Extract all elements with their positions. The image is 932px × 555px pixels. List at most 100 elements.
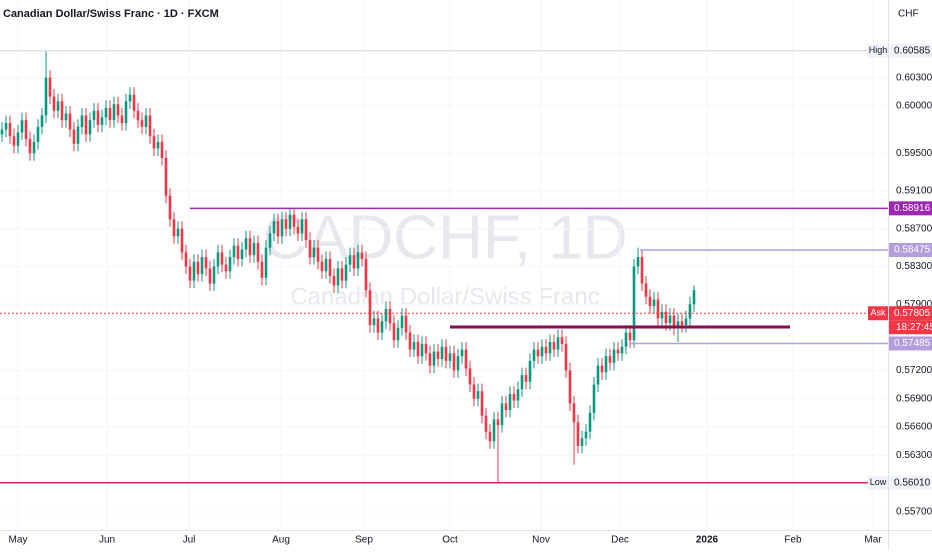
candle-body: [44, 77, 48, 116]
candle-body: [320, 261, 324, 272]
candle-body: [564, 343, 568, 371]
candle-body: [92, 110, 96, 121]
candle-body: [184, 252, 188, 267]
candle-body: [648, 296, 652, 307]
candle-body: [48, 77, 52, 97]
candle-body: [388, 308, 392, 324]
candle-body: [628, 332, 632, 341]
candle-body: [16, 132, 20, 146]
x-tick-label: Oct: [442, 535, 458, 546]
candle-body: [428, 353, 432, 366]
price-label: 0.60585: [894, 45, 931, 56]
candle-body: [140, 120, 144, 127]
y-tick-label: 0.56600: [896, 422, 932, 433]
candle-body: [164, 157, 168, 196]
candle-body: [472, 384, 476, 399]
candle-body: [316, 247, 320, 262]
candle-body: [632, 266, 636, 341]
candle-body: [552, 342, 556, 350]
candle-body: [96, 110, 100, 125]
candle-body: [664, 311, 668, 324]
x-tick-label: Nov: [532, 535, 550, 546]
candle-body: [680, 321, 684, 326]
candle-body: [280, 219, 284, 237]
candle-body: [512, 393, 516, 401]
candle-body: [688, 304, 692, 319]
x-tick-label: Jul: [183, 535, 196, 546]
candle-body: [444, 346, 448, 361]
candle-body: [172, 219, 176, 237]
watermark-name: Canadian Dollar/Swiss Franc: [290, 283, 599, 310]
candle-body: [416, 342, 420, 357]
y-tick-label: 0.58700: [896, 223, 932, 234]
candle-body: [652, 299, 656, 307]
candle-body: [668, 315, 672, 324]
price-tag-box: [868, 43, 888, 58]
candle-body: [624, 332, 628, 347]
candle-body: [496, 419, 500, 426]
candle-body: [424, 343, 428, 354]
candle-body: [152, 136, 156, 149]
y-tick-label: 0.57900: [896, 299, 932, 310]
x-tick-label: Aug: [272, 535, 290, 546]
candle-body: [284, 219, 288, 229]
candle-body: [304, 219, 308, 241]
candle-body: [484, 415, 488, 432]
candle-body: [240, 249, 244, 259]
candle-body: [392, 323, 396, 341]
y-tick-label: 0.60000: [896, 101, 932, 112]
y-tick-label: 0.58300: [896, 261, 932, 272]
candle-body: [56, 101, 60, 111]
candle-body: [584, 431, 588, 439]
x-tick-label: Dec: [611, 535, 629, 546]
candle-body: [112, 104, 116, 121]
candle-body: [204, 257, 208, 269]
candle-body: [100, 117, 104, 125]
x-tick-label: May: [9, 535, 28, 546]
candle-body: [452, 353, 456, 371]
candle-body: [596, 365, 600, 385]
candle-body: [28, 139, 32, 154]
x-tick-label: 2026: [696, 535, 719, 546]
candle-body: [508, 393, 512, 411]
candle-body: [228, 257, 232, 272]
candle-body: [52, 96, 56, 111]
candle-body: [676, 321, 680, 328]
candle-body: [340, 268, 344, 281]
x-tick-label: Feb: [784, 535, 802, 546]
candle-body: [592, 384, 596, 413]
candle-body: [576, 422, 580, 446]
candle-body: [556, 337, 560, 350]
candle-body: [404, 315, 408, 333]
y-tick-label: 0.57200: [896, 365, 932, 376]
candle-body: [540, 346, 544, 357]
candle-body: [76, 126, 80, 144]
candle-body: [616, 349, 620, 354]
candle-body: [364, 258, 368, 291]
candle-body: [348, 255, 352, 265]
plot: [0, 50, 888, 484]
candle-body: [476, 391, 480, 399]
candle-body: [532, 349, 536, 361]
price-tag-box: [868, 306, 888, 321]
countdown: 18:27:45: [896, 322, 932, 333]
candle-body: [156, 141, 160, 149]
candle-body: [384, 308, 388, 322]
candle-body: [360, 252, 364, 259]
candle-body: [128, 94, 132, 102]
candle-body: [60, 101, 64, 121]
price-label-box: [889, 475, 932, 490]
candle-body: [464, 349, 468, 369]
candle-body: [144, 115, 148, 127]
candle-body: [232, 245, 236, 258]
candle-body: [88, 120, 92, 135]
price-tag-box: [868, 475, 888, 490]
candle-body: [544, 346, 548, 354]
candle-body: [656, 299, 660, 319]
candle-body: [572, 403, 576, 423]
candle-body: [116, 104, 120, 116]
candle-body: [32, 141, 36, 154]
candle-body: [36, 126, 40, 142]
candle-body: [636, 257, 640, 267]
